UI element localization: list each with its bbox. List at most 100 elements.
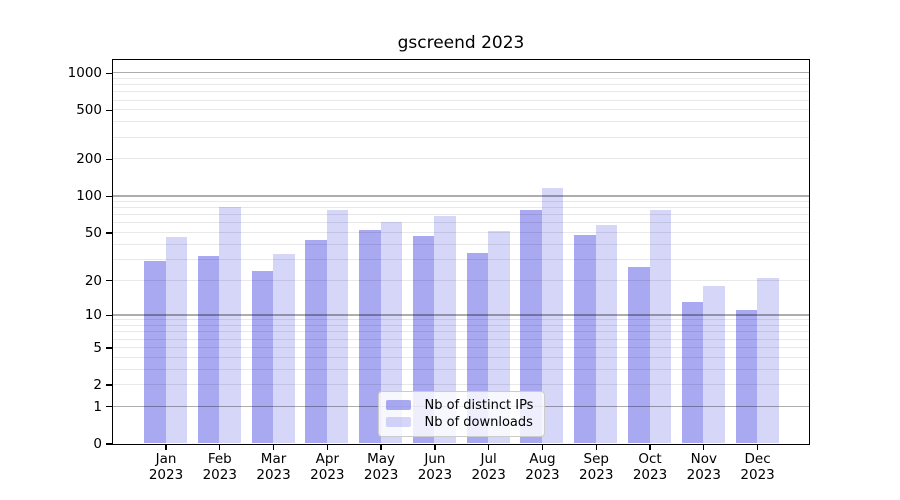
x-tick-label-month: Aug: [529, 451, 556, 467]
x-tick-label-year: 2023: [417, 467, 453, 483]
gridline-minor-500: [112, 109, 809, 111]
gridline-minor-5: [112, 346, 809, 348]
x-tick-label-month: Mar: [260, 451, 287, 467]
y-tick-label-5: 5: [93, 339, 102, 356]
x-tick-label-month: Sep: [583, 451, 609, 467]
y-tick-0: [106, 443, 113, 445]
y-tick-2: [106, 384, 113, 386]
x-tick-label-month: Feb: [207, 451, 232, 467]
x-tick-label-oct: Oct 2023: [618, 451, 682, 483]
x-tick-jun: [434, 445, 436, 450]
x-tick-label-year: 2023: [525, 467, 560, 483]
gridline-major-100: [112, 195, 809, 197]
x-tick-label-year: 2023: [148, 467, 184, 483]
x-tick-jan: [165, 445, 167, 450]
y-tick-100: [106, 195, 113, 198]
x-tick-mar: [272, 445, 275, 450]
x-tick-label-month: May: [367, 451, 396, 467]
gridline-minor-4: [112, 356, 809, 358]
legend-swatch-downloads: [385, 417, 411, 427]
y-tick-label-20: 20: [84, 272, 102, 289]
gridline-minor-40: [112, 243, 809, 245]
gridline-major-1000: [112, 72, 809, 74]
y-tick-label-500: 500: [76, 102, 102, 119]
x-tick-feb: [219, 445, 221, 450]
x-tick-apr: [326, 445, 329, 450]
x-tick-label-month: Nov: [690, 451, 717, 467]
x-tick-label-mar: Mar 2023: [242, 451, 306, 483]
bar-jan-distinct-ips: [144, 260, 166, 444]
x-tick-label-month: Dec: [744, 451, 771, 467]
bar-oct-downloads: [649, 209, 672, 444]
x-tick-label-year: 2023: [632, 467, 668, 483]
x-tick-label-year: 2023: [579, 467, 614, 483]
grid-layer: [112, 60, 809, 444]
x-tick-label-month: Apr: [315, 451, 339, 467]
gridline-minor-6: [112, 338, 809, 340]
gridline-minor-600: [112, 99, 809, 101]
bar-jul-downloads: [488, 231, 510, 444]
x-tick-label-year: 2023: [310, 467, 345, 483]
bar-feb-downloads: [219, 207, 241, 444]
x-tick-label-nov: Nov 2023: [672, 451, 736, 483]
plot-area: Nb of distinct IPs Nb of downloads: [111, 58, 810, 445]
gridline-minor-700: [112, 91, 809, 93]
x-tick-label-year: 2023: [363, 467, 399, 483]
gridline-minor-9: [112, 319, 809, 321]
bar-aug-distinct-ips: [520, 209, 542, 444]
gridline-minor-70: [112, 214, 809, 216]
x-tick-dec: [756, 445, 759, 450]
gridline-minor-300: [112, 136, 809, 138]
gridline-minor-200: [112, 158, 809, 160]
x-tick-sep: [595, 445, 597, 450]
bars-layer: [113, 60, 809, 444]
legend-label-downloads: Nb of downloads: [424, 414, 533, 430]
gridline-minor-7: [112, 331, 809, 333]
y-tick-1: [106, 406, 113, 408]
bar-nov-distinct-ips: [681, 301, 704, 444]
y-tick-5: [106, 347, 113, 349]
y-tick-50: [106, 232, 113, 234]
x-tick-aug: [541, 445, 544, 450]
gridline-minor-900: [112, 77, 809, 79]
bar-apr-distinct-ips: [305, 240, 327, 444]
bar-aug-downloads: [541, 187, 564, 444]
x-tick-label-year: 2023: [202, 467, 237, 483]
gridline-minor-50: [112, 232, 809, 234]
bar-jan-downloads: [165, 236, 187, 444]
x-tick-label-jan: Jan 2023: [134, 451, 198, 483]
bar-may-downloads: [380, 222, 403, 444]
x-tick-jul: [487, 445, 490, 450]
legend-item-downloads: Nb of downloads: [385, 414, 538, 431]
gridline-major-10: [112, 314, 809, 316]
x-tick-label-may: May 2023: [349, 451, 413, 483]
legend-label-distinct-ips: Nb of distinct IPs: [424, 397, 534, 413]
gridline-minor-800: [112, 84, 809, 86]
legend-item-distinct-ips: Nb of distinct IPs: [385, 397, 538, 414]
x-tick-label-aug: Aug 2023: [510, 451, 574, 483]
y-tick-20: [106, 279, 113, 282]
bar-sep-downloads: [595, 224, 618, 444]
y-tick-label-200: 200: [76, 151, 102, 168]
gridline-minor-60: [112, 222, 809, 224]
gridline-minor-30: [112, 258, 809, 260]
gridline-minor-3: [112, 368, 809, 370]
bar-nov-downloads: [703, 285, 725, 444]
y-tick-500: [106, 109, 113, 112]
x-tick-label-month: Jun: [424, 451, 446, 467]
x-tick-label-year: 2023: [471, 467, 506, 483]
bar-dec-downloads: [757, 277, 779, 444]
bar-mar-distinct-ips: [251, 270, 274, 444]
bar-oct-distinct-ips: [628, 266, 650, 444]
gridline-minor-20: [112, 279, 809, 281]
x-tick-nov: [703, 445, 705, 450]
gridline-minor-80: [112, 207, 809, 209]
y-tick-200: [106, 158, 113, 161]
bar-mar-downloads: [273, 254, 295, 444]
x-tick-label-apr: Apr 2023: [295, 451, 359, 483]
bar-feb-distinct-ips: [197, 255, 220, 444]
legend-swatch-distinct-ips: [385, 400, 411, 410]
bar-sep-distinct-ips: [574, 234, 596, 444]
gridline-minor-90: [112, 200, 809, 202]
